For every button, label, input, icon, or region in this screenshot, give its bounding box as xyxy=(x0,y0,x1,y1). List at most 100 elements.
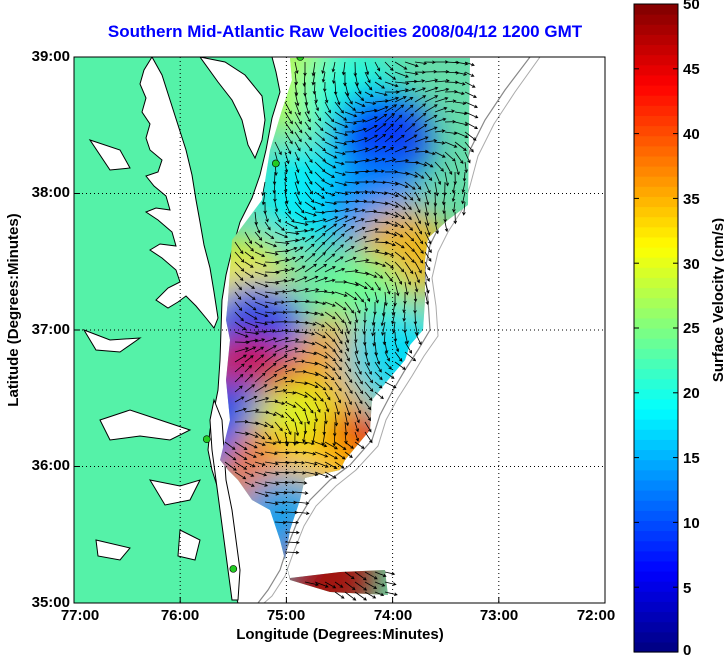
velocity-arrow xyxy=(354,226,366,233)
velocity-arrow xyxy=(254,241,264,248)
x-tick-label: 74:00 xyxy=(373,607,413,624)
velocity-arrow xyxy=(424,126,438,133)
velocity-arrow xyxy=(334,401,340,416)
velocity-arrow xyxy=(354,147,369,153)
velocity-arrow xyxy=(384,251,395,257)
velocity-arrow xyxy=(264,291,279,296)
velocity-arrow xyxy=(304,401,314,414)
colorbar-segment xyxy=(634,469,678,481)
velocity-arrow xyxy=(404,113,414,123)
colorbar-segment xyxy=(634,186,678,197)
velocity-arrow xyxy=(344,451,353,459)
velocity-arrow xyxy=(344,207,359,213)
velocity-arrow xyxy=(374,113,388,123)
velocity-arrow xyxy=(414,331,422,346)
velocity-arrow xyxy=(234,301,243,312)
velocity-arrow xyxy=(324,241,336,253)
velocity-arrow xyxy=(404,281,409,296)
velocity-arrow xyxy=(244,321,259,328)
velocity-arrow xyxy=(314,301,327,306)
velocity-arrow xyxy=(344,101,357,111)
colorbar-segment xyxy=(634,328,678,339)
velocity-arrow xyxy=(344,381,353,395)
velocity-arrow xyxy=(314,181,325,191)
velocity-arrow xyxy=(324,141,339,149)
velocity-arrow xyxy=(244,364,253,373)
velocity-arrow xyxy=(294,421,300,437)
colorbar-segment xyxy=(634,85,678,96)
velocity-arrow xyxy=(284,500,298,505)
velocity-arrow xyxy=(314,141,327,152)
velocity-arrow xyxy=(384,71,397,80)
colorbar-segment xyxy=(634,64,678,76)
velocity-arrow xyxy=(354,119,366,123)
velocity-arrow xyxy=(274,345,289,353)
velocity-arrow xyxy=(334,301,347,311)
colorbar-segment xyxy=(634,479,678,491)
velocity-arrow xyxy=(244,271,254,278)
velocity-arrow xyxy=(364,291,371,302)
velocity-arrow xyxy=(254,346,265,353)
velocity-arrow xyxy=(314,251,326,263)
velocity-arrow xyxy=(314,111,322,122)
velocity-arrow xyxy=(364,218,379,223)
velocity-arrow xyxy=(454,121,469,127)
velocity-arrow xyxy=(294,211,308,220)
velocity-arrow xyxy=(264,362,277,373)
velocity-arrow xyxy=(334,215,349,223)
velocity-arrow xyxy=(394,231,404,238)
velocity-arrow xyxy=(304,361,319,366)
velocity-arrow xyxy=(261,191,266,206)
velocity-arrow xyxy=(304,235,315,243)
velocity-arrow xyxy=(384,135,394,143)
velocity-arrow xyxy=(452,201,456,213)
velocity-arrow xyxy=(364,281,374,291)
velocity-arrow xyxy=(334,223,347,233)
velocity-arrow xyxy=(244,311,258,320)
velocity-arrow xyxy=(414,79,426,83)
velocity-arrow xyxy=(344,216,357,223)
velocity-arrow xyxy=(324,216,339,223)
velocity-arrow xyxy=(393,331,398,343)
velocity-arrow xyxy=(424,191,430,206)
velocity-arrow xyxy=(304,461,318,466)
velocity-arrow xyxy=(334,461,345,469)
velocity-arrow xyxy=(314,391,324,402)
velocity-arrow xyxy=(254,491,269,497)
velocity-arrow xyxy=(254,311,269,318)
velocity-arrow xyxy=(344,351,350,362)
velocity-arrow xyxy=(334,381,342,392)
velocity-arrow xyxy=(454,91,465,96)
velocity-arrow xyxy=(334,411,339,427)
velocity-arrow xyxy=(334,331,343,345)
velocity-arrow xyxy=(284,231,300,236)
velocity-arrow xyxy=(344,341,350,352)
x-tick-label: 72:00 xyxy=(576,607,616,624)
x-tick-label: 77:00 xyxy=(60,607,100,624)
velocity-arrow xyxy=(464,111,479,119)
velocity-arrow xyxy=(314,371,328,379)
velocity-arrow xyxy=(284,421,292,436)
velocity-arrow xyxy=(354,431,359,442)
map-title: Southern Mid-Atlantic Raw Velocities 200… xyxy=(107,22,583,41)
velocity-arrow xyxy=(324,266,336,273)
velocity-arrow xyxy=(364,391,373,402)
velocity-arrow xyxy=(424,104,438,113)
velocity-arrow xyxy=(434,106,448,113)
velocity-arrow xyxy=(434,161,444,172)
velocity-arrow xyxy=(414,95,427,103)
velocity-arrow xyxy=(254,281,269,288)
colorbar-segment xyxy=(634,54,678,66)
velocity-arrow xyxy=(380,311,386,327)
velocity-arrow xyxy=(284,530,300,535)
velocity-arrow xyxy=(294,340,308,344)
colorbar-segment xyxy=(634,490,678,501)
velocity-arrow xyxy=(424,231,432,245)
velocity-arrow xyxy=(334,91,341,106)
velocity-arrow xyxy=(304,252,316,263)
velocity-arrow xyxy=(354,441,365,449)
velocity-arrow xyxy=(324,341,336,353)
velocity-arrow xyxy=(404,351,417,362)
velocity-arrow xyxy=(344,391,352,406)
velocity-arrow xyxy=(314,191,325,199)
